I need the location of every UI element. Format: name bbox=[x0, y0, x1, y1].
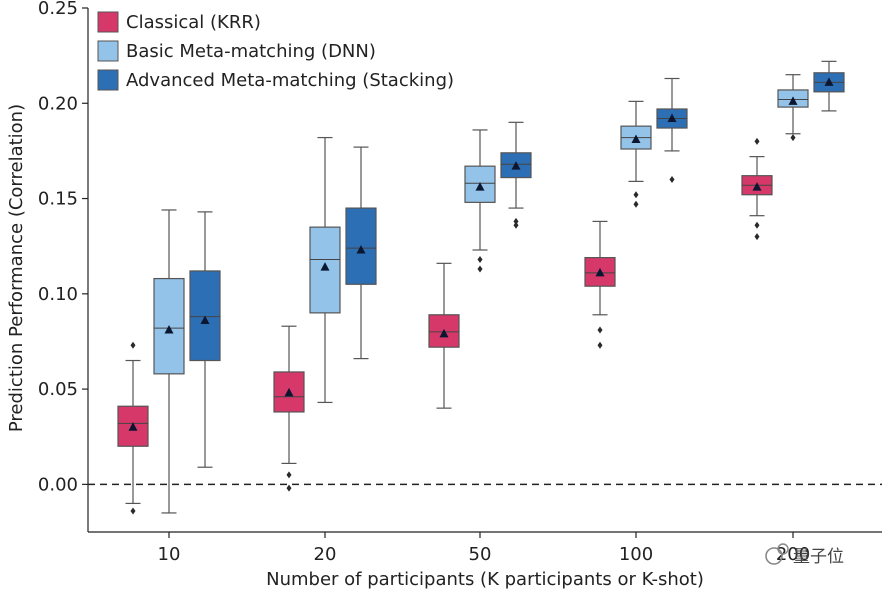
legend-item: Classical (KRR) bbox=[97, 11, 261, 33]
outlier-point bbox=[754, 233, 760, 241]
outlier-point bbox=[286, 484, 292, 492]
box-plot bbox=[189, 211, 221, 468]
y-tick-label: 0.25 bbox=[38, 0, 78, 19]
box-plot bbox=[500, 121, 532, 229]
outlier-point bbox=[286, 471, 292, 479]
box-plot bbox=[428, 262, 460, 409]
mean-marker bbox=[439, 328, 449, 338]
y-tick-label: 0.10 bbox=[38, 284, 78, 305]
watermark-text: 量子位 bbox=[793, 547, 844, 567]
outlier-point bbox=[633, 191, 639, 199]
legend: Classical (KRR) Basic Meta-matching (DNN)… bbox=[97, 11, 454, 91]
box-plots bbox=[117, 60, 845, 515]
legend-label: Basic Meta-matching (DNN) bbox=[126, 41, 376, 62]
outlier-point bbox=[477, 265, 483, 273]
legend-swatch bbox=[97, 40, 119, 62]
axes: 0.00 0.05 0.10 0.15 0.20 0.25 10 20 50 100 200 bbox=[38, 0, 882, 565]
watermark-logo-icon bbox=[765, 543, 789, 565]
box-plot bbox=[153, 209, 185, 514]
box-plot bbox=[345, 146, 377, 360]
box-plot bbox=[813, 60, 845, 112]
box-plot bbox=[464, 129, 496, 273]
mean-marker bbox=[284, 387, 294, 397]
x-tick-label: 50 bbox=[469, 544, 492, 565]
mean-marker bbox=[752, 182, 762, 191]
y-tick-label: 0.00 bbox=[38, 474, 78, 495]
watermark: 量子位 bbox=[765, 543, 844, 567]
y-axis-title: Prediction Performance (Correlation) bbox=[6, 104, 27, 432]
x-tick-label: 10 bbox=[158, 544, 181, 565]
box-plot bbox=[777, 74, 809, 142]
mean-marker bbox=[356, 244, 366, 254]
mean-marker bbox=[595, 267, 605, 277]
box-plot bbox=[741, 137, 773, 241]
mean-marker bbox=[164, 325, 174, 334]
outlier-point bbox=[477, 256, 483, 264]
y-tick-label: 0.15 bbox=[38, 189, 78, 210]
x-axis-title: Number of participants (K participants o… bbox=[266, 569, 704, 590]
outlier-point bbox=[754, 137, 760, 145]
box-plot bbox=[117, 341, 149, 515]
outlier-point bbox=[669, 175, 675, 183]
box-body bbox=[428, 314, 460, 348]
box-plot bbox=[273, 325, 305, 492]
mean-marker bbox=[200, 315, 210, 324]
box-plot bbox=[309, 136, 341, 404]
y-tick-label: 0.20 bbox=[38, 93, 78, 114]
y-tick-label: 0.05 bbox=[38, 379, 78, 400]
outlier-point bbox=[130, 507, 136, 515]
outlier-point bbox=[597, 341, 603, 349]
box-plot bbox=[584, 220, 616, 349]
mean-marker bbox=[128, 422, 138, 431]
legend-item: Basic Meta-matching (DNN) bbox=[97, 40, 376, 62]
mean-marker bbox=[475, 182, 485, 191]
legend-swatch bbox=[97, 11, 119, 33]
x-tick-label: 20 bbox=[314, 544, 337, 565]
mean-marker bbox=[511, 161, 521, 170]
mean-marker bbox=[631, 134, 641, 143]
legend-swatch bbox=[97, 69, 119, 91]
outlier-point bbox=[754, 221, 760, 229]
outlier-point bbox=[513, 221, 519, 229]
outlier-point bbox=[513, 217, 519, 225]
outlier-point bbox=[633, 200, 639, 208]
outlier-point bbox=[130, 341, 136, 349]
mean-marker bbox=[788, 96, 798, 105]
x-tick-label: 200 bbox=[776, 544, 810, 565]
box-body bbox=[345, 207, 377, 285]
mean-marker bbox=[320, 262, 330, 271]
legend-label: Classical (KRR) bbox=[126, 12, 261, 33]
legend-label: Advanced Meta-matching (Stacking) bbox=[126, 70, 454, 91]
mean-marker bbox=[667, 113, 677, 123]
outlier-point bbox=[597, 326, 603, 334]
x-tick-label: 100 bbox=[619, 544, 653, 565]
mean-marker bbox=[824, 77, 834, 86]
box-plot bbox=[620, 100, 652, 208]
legend-item: Advanced Meta-matching (Stacking) bbox=[97, 69, 454, 91]
box-plot bbox=[656, 77, 688, 183]
outlier-point bbox=[790, 134, 796, 142]
